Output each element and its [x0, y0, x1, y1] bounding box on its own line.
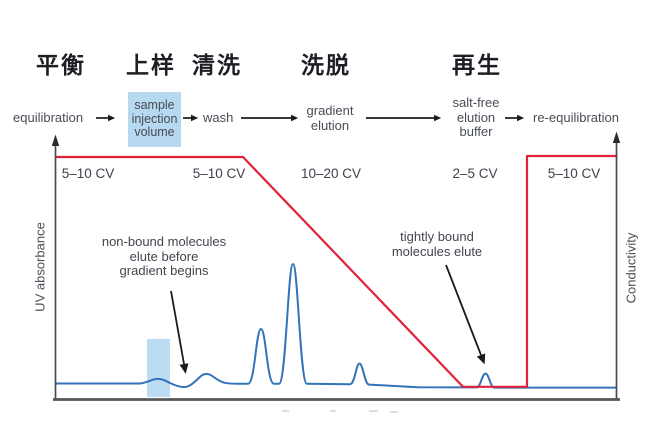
cv-label-salt-free-buffer: 2–5 CV	[452, 166, 498, 181]
flow-step-re-equilibration: re-equilibration	[533, 110, 619, 125]
cv-label-equilibration: 5–10 CV	[61, 166, 115, 181]
tightly-bound-annotation-arrow	[445, 264, 486, 365]
cv-label-wash: 5–10 CV	[192, 166, 246, 181]
left-axis-arrowhead-icon	[51, 134, 60, 146]
sample-band	[147, 339, 170, 397]
sample-injection-box: sample injection volume	[128, 92, 181, 147]
cv-label-gradient-elution: 10–20 CV	[300, 166, 362, 181]
flow-step-salt-free-buffer: salt-free elution buffer	[452, 95, 500, 139]
tightly-bound-annotation-text: tightly bound molecules elute	[391, 229, 483, 259]
y-axis-label-conductivity: Conductivity	[623, 232, 639, 304]
flow-step-gradient-elution: gradient elution	[306, 103, 354, 133]
axis-residue-marks	[282, 410, 398, 413]
conductivity-trace	[54, 154, 618, 388]
stage-label-cn-regeneration: 再生	[452, 52, 502, 78]
uv-trace	[55, 263, 617, 389]
cv-label-re-equilibration: 5–10 CV	[547, 166, 601, 181]
y-axis-label-uv-absorbance: UV absorbance	[32, 222, 48, 312]
stage-label-cn-elution: 洗脱	[301, 52, 351, 78]
right-axis-arrowhead-icon	[612, 131, 621, 143]
non-bound-annotation-arrow	[170, 290, 189, 374]
flow-step-wash: wash	[203, 110, 234, 125]
flow-step-equilibration: equilibration	[13, 110, 84, 125]
stage-label-cn-wash: 清洗	[192, 52, 242, 78]
stage-label-cn-sample-loading: 上样	[126, 52, 176, 78]
stage-label-cn-equilibration: 平衡	[36, 52, 86, 78]
non-bound-annotation-text: non-bound molecules elute before gradien…	[101, 234, 227, 278]
